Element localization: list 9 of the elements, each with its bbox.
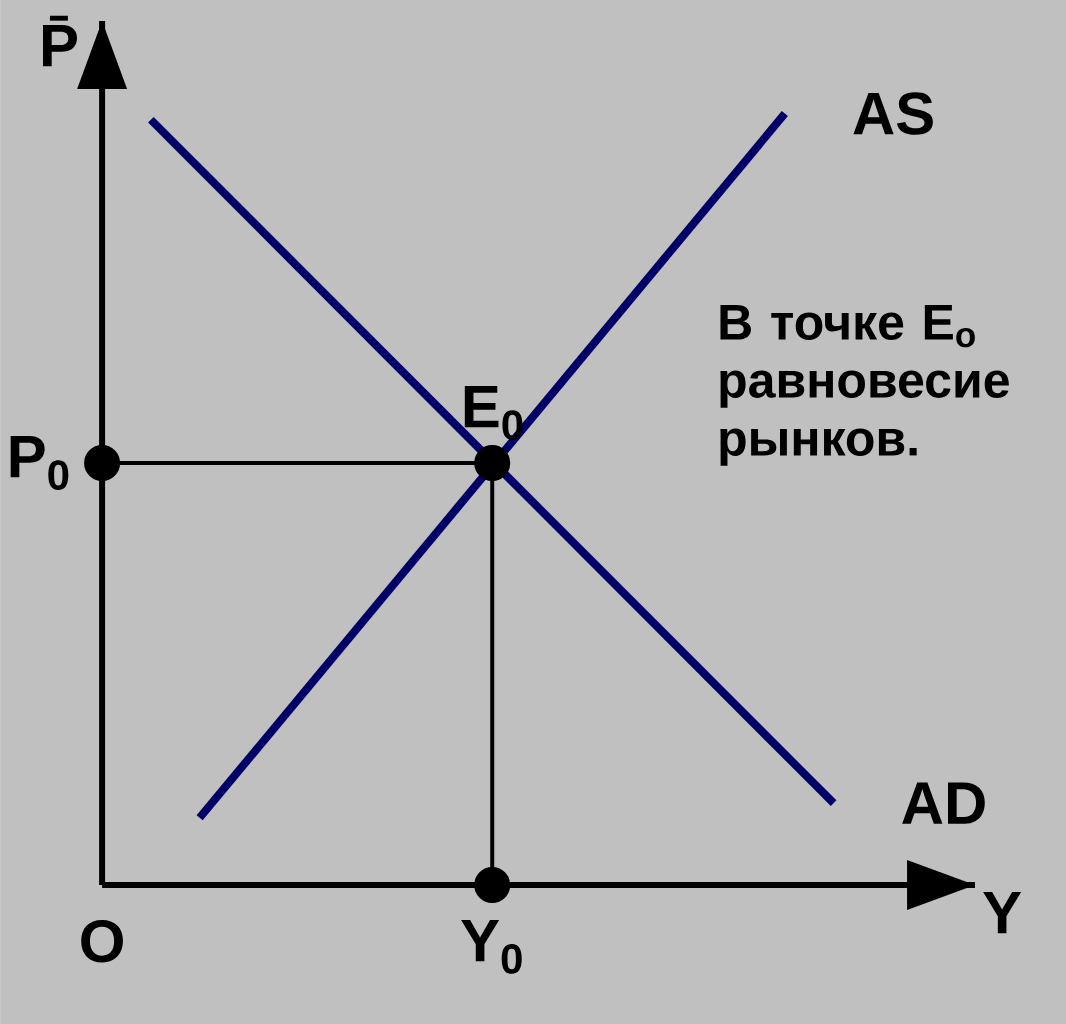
annotation: В точке E$_{o}$ равновесие рынков.	[720, 305, 1009, 466]
x-axis-title: Y	[983, 892, 1022, 934]
annotation: E$_{0}$	[464, 386, 523, 440]
series-label: AS	[853, 92, 933, 135]
series-label: AD	[902, 782, 985, 824]
y-axis-title: P̄	[43, 15, 77, 67]
x-tick-label: O	[81, 920, 123, 963]
x-tick-label: Y$_{0}$	[461, 920, 522, 974]
annotation: P$_{0}$	[10, 436, 69, 490]
